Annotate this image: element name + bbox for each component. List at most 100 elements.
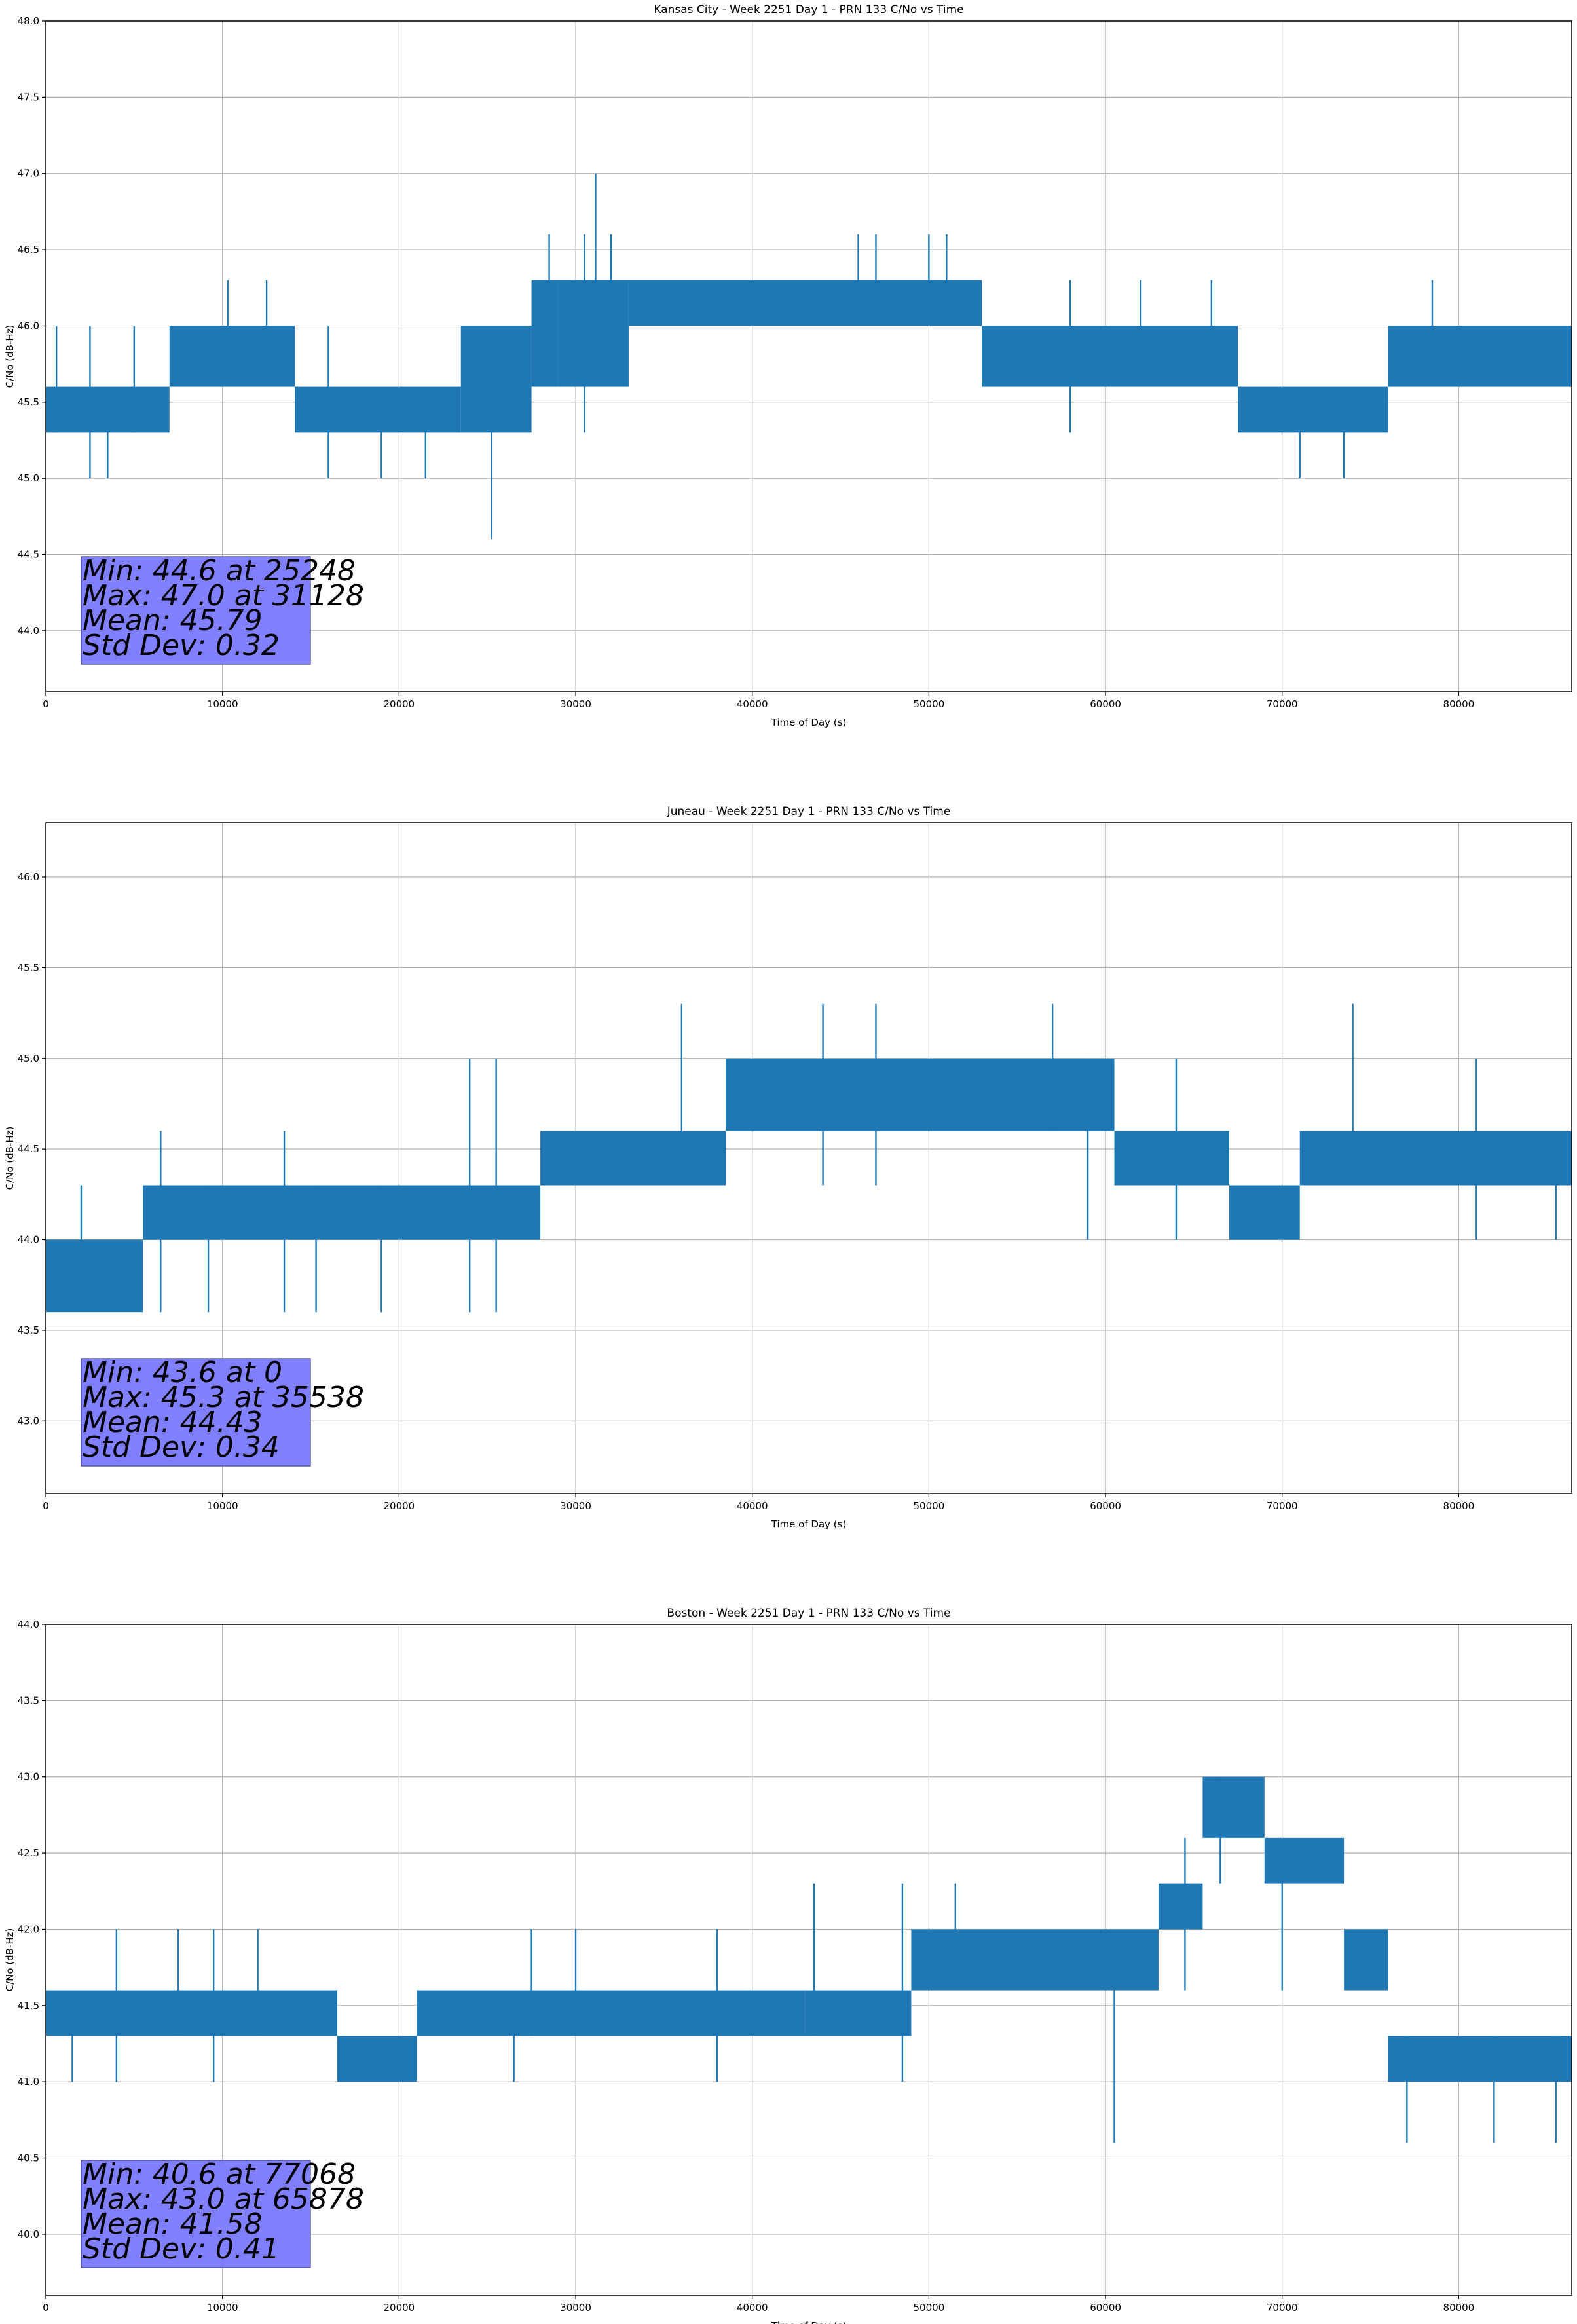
- series-band-segment: [805, 1990, 912, 2036]
- x-tick-label: 10000: [207, 2302, 238, 2314]
- stats-line: Std Dev: 0.41: [83, 2232, 280, 2266]
- y-tick-label: 47.0: [18, 168, 39, 179]
- chart-title: Kansas City - Week 2251 Day 1 - PRN 133 …: [654, 3, 963, 16]
- series-band-segment: [1202, 1776, 1265, 1838]
- x-tick-label: 10000: [207, 1500, 238, 1512]
- series-band-segment: [46, 1239, 143, 1313]
- series-band-segment: [295, 386, 461, 433]
- x-tick-label: 70000: [1267, 2302, 1298, 2314]
- y-tick-label: 44.5: [18, 549, 39, 561]
- x-tick-label: 40000: [737, 698, 768, 710]
- series-band-segment: [628, 280, 982, 326]
- x-tick-label: 0: [43, 1500, 49, 1512]
- x-tick-label: 50000: [914, 1500, 945, 1512]
- x-tick-label: 80000: [1443, 698, 1475, 710]
- x-tick-label: 10000: [207, 698, 238, 710]
- y-axis-label: C/No (dB-Hz): [4, 325, 16, 388]
- x-axis-label: Time of Day (s): [771, 717, 847, 728]
- series-band-segment: [337, 2036, 417, 2082]
- x-tick-label: 60000: [1090, 1500, 1121, 1512]
- series-band-segment: [1344, 1929, 1388, 1991]
- x-tick-label: 30000: [560, 1500, 591, 1512]
- x-axis-label: Time of Day (s): [771, 1518, 847, 1530]
- series-band-segment: [540, 1131, 585, 1186]
- y-tick-label: 44.0: [18, 1619, 39, 1630]
- series-band-segment: [1114, 1131, 1229, 1186]
- x-tick-label: 20000: [383, 2302, 415, 2314]
- x-tick-label: 70000: [1267, 698, 1298, 710]
- stats-line: Std Dev: 0.34: [83, 1431, 280, 1464]
- series-band-segment: [1388, 2036, 1572, 2082]
- stats-box: [81, 556, 311, 665]
- series-band-segment: [726, 1058, 1115, 1131]
- x-tick-label: 40000: [737, 2302, 768, 2314]
- series-band-segment: [1123, 1929, 1159, 1991]
- x-tick-label: 80000: [1443, 1500, 1475, 1512]
- stats-line: Mean: 45.79: [83, 604, 263, 637]
- series-band-segment: [1158, 1883, 1203, 1930]
- series-band-segment: [531, 280, 559, 387]
- series-band-segment: [460, 326, 532, 433]
- series-band-segment: [46, 1990, 337, 2036]
- y-tick-label: 44.5: [18, 1143, 39, 1155]
- y-tick-label: 40.0: [18, 2228, 39, 2240]
- stats-line: Max: 43.0 at 65878: [83, 2183, 364, 2216]
- stats-line: Mean: 44.43: [83, 1406, 263, 1439]
- y-axis-label: C/No (dB-Hz): [4, 1127, 16, 1190]
- x-tick-label: 0: [43, 2302, 49, 2314]
- y-axis-label: C/No (dB-Hz): [4, 1928, 16, 1992]
- stats-line: Std Dev: 0.32: [83, 629, 280, 662]
- series-band-segment: [1229, 1185, 1300, 1240]
- y-tick-label: 41.5: [18, 2000, 39, 2012]
- stats-line: Min: 43.6 at 0: [83, 1356, 282, 1389]
- y-tick-label: 44.0: [18, 1234, 39, 1246]
- y-tick-label: 43.0: [18, 1415, 39, 1427]
- chart-panel-2: Juneau - Week 2251 Day 1 - PRN 133 C/No …: [4, 805, 1572, 1530]
- chart-title: Juneau - Week 2251 Day 1 - PRN 133 C/No …: [667, 805, 951, 818]
- chart-title: Boston - Week 2251 Day 1 - PRN 133 C/No …: [667, 1607, 950, 1620]
- stats-line: Max: 47.0 at 31128: [83, 579, 364, 612]
- x-tick-label: 70000: [1267, 1500, 1298, 1512]
- x-axis-label: Time of Day (s): [771, 2320, 847, 2324]
- x-tick-label: 30000: [560, 2302, 591, 2314]
- stats-line: Max: 45.3 at 35538: [83, 1381, 364, 1414]
- y-tick-label: 46.0: [18, 320, 39, 331]
- y-tick-label: 40.5: [18, 2152, 39, 2164]
- series-band-segment: [911, 1929, 1124, 1991]
- x-tick-label: 30000: [560, 698, 591, 710]
- x-tick-label: 40000: [737, 1500, 768, 1512]
- series-band-segment: [1264, 1837, 1345, 1884]
- plot-frame: [45, 822, 1572, 1494]
- stats-line: Min: 40.6 at 77068: [83, 2158, 356, 2191]
- y-tick-label: 47.5: [18, 91, 39, 103]
- plot-frame: [45, 1624, 1572, 2296]
- series-band-segment: [169, 326, 295, 387]
- chart-panel-1: Kansas City - Week 2251 Day 1 - PRN 133 …: [4, 3, 1572, 728]
- x-tick-label: 80000: [1443, 2302, 1475, 2314]
- series-band-segment: [417, 1990, 806, 2036]
- x-tick-label: 20000: [383, 698, 415, 710]
- plot-frame: [45, 20, 1572, 692]
- x-tick-label: 60000: [1090, 2302, 1121, 2314]
- series-band-segment: [558, 280, 629, 387]
- x-tick-label: 50000: [914, 2302, 945, 2314]
- y-tick-label: 48.0: [18, 15, 39, 27]
- series-band-segment: [1388, 326, 1572, 387]
- y-tick-label: 43.0: [18, 1771, 39, 1783]
- x-tick-label: 20000: [383, 1500, 415, 1512]
- y-tick-label: 45.0: [18, 1053, 39, 1064]
- y-tick-label: 44.0: [18, 625, 39, 637]
- stats-box: [81, 1358, 311, 1467]
- stats-box: [81, 2160, 311, 2268]
- series-band-segment: [584, 1131, 726, 1186]
- x-tick-label: 0: [43, 698, 49, 710]
- stats-line: Mean: 41.58: [83, 2207, 263, 2241]
- y-tick-label: 46.0: [18, 871, 39, 883]
- series-band-segment: [982, 326, 1238, 387]
- y-tick-label: 42.5: [18, 1847, 39, 1859]
- y-tick-label: 45.5: [18, 962, 39, 973]
- y-tick-label: 43.5: [18, 1695, 39, 1706]
- series-band-segment: [143, 1185, 541, 1240]
- y-tick-label: 41.0: [18, 2076, 39, 2088]
